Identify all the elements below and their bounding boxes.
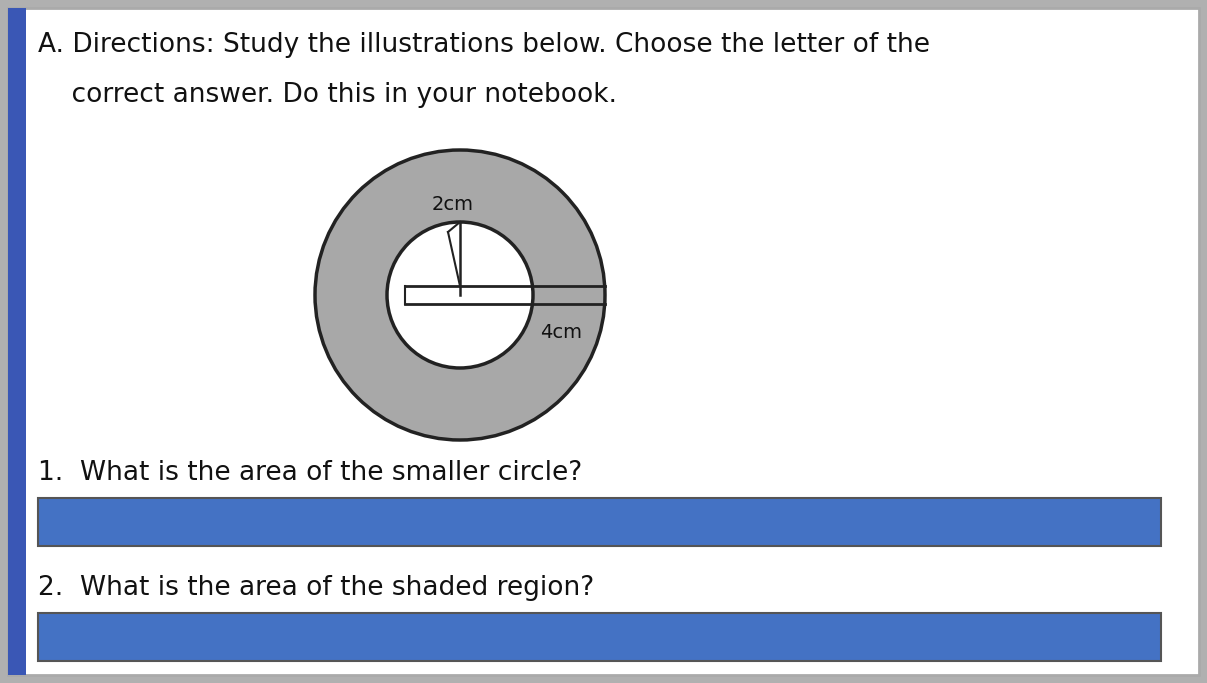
Text: 4cm: 4cm xyxy=(540,323,582,342)
Bar xyxy=(37,613,1161,661)
Text: 2cm: 2cm xyxy=(432,195,474,214)
Bar xyxy=(8,8,27,675)
Text: A. Directions: Study the illustrations below. Choose the letter of the: A. Directions: Study the illustrations b… xyxy=(37,32,931,58)
Text: 2.  What is the area of the shaded region?: 2. What is the area of the shaded region… xyxy=(37,575,594,601)
Text: correct answer. Do this in your notebook.: correct answer. Do this in your notebook… xyxy=(37,82,617,108)
Bar xyxy=(37,498,1161,546)
Text: 1.  What is the area of the smaller circle?: 1. What is the area of the smaller circl… xyxy=(37,460,582,486)
Circle shape xyxy=(315,150,605,440)
Circle shape xyxy=(387,222,533,368)
